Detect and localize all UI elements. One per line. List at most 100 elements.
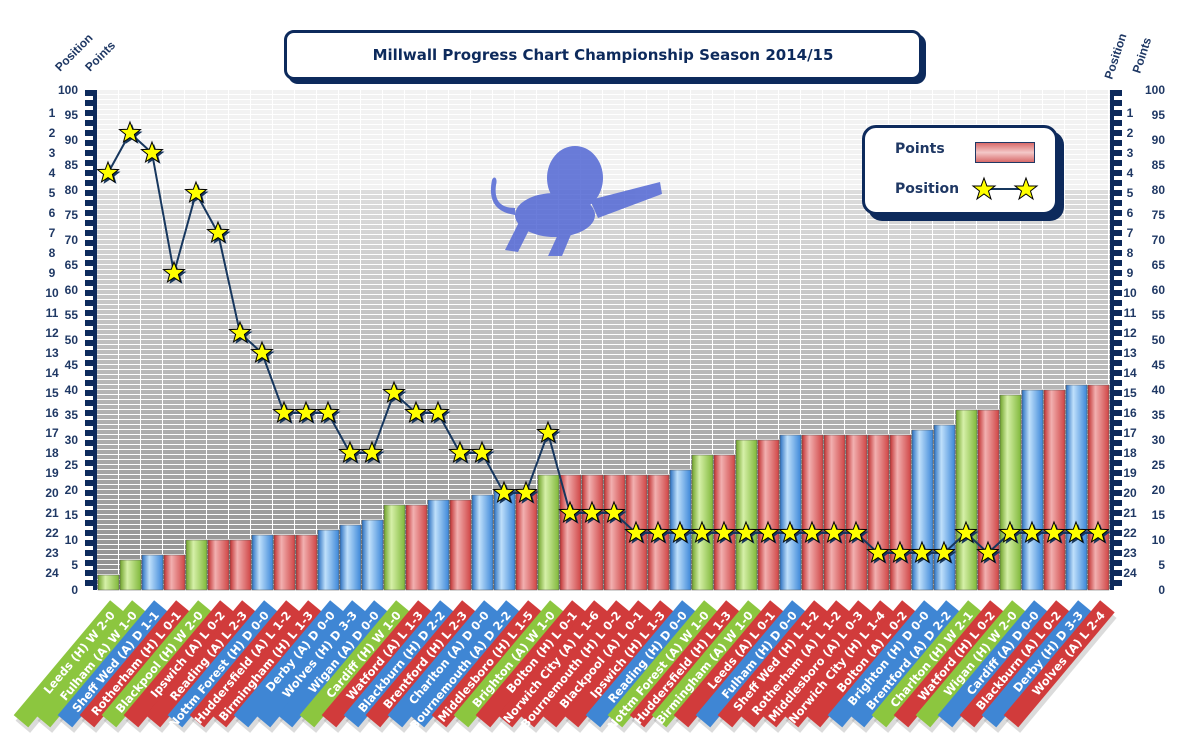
left-points-tick-label: 100 <box>58 83 78 97</box>
left-position-tick-label: 20 <box>45 486 59 500</box>
position-star-icon <box>558 500 582 524</box>
points-bar <box>339 524 362 591</box>
right-position-axis-title: Position <box>1102 32 1130 81</box>
match-tag-background <box>343 600 455 728</box>
chart-title-box: Millwall Progress Chart Championship Sea… <box>284 30 922 80</box>
left-position-tick-label: 3 <box>49 146 56 160</box>
right-position-tick-label: 22 <box>1123 526 1137 540</box>
position-star-icon <box>998 520 1022 544</box>
points-bar <box>185 539 208 591</box>
points-bar <box>779 434 802 591</box>
position-star-icon <box>360 440 384 464</box>
left-points-tick-label: 5 <box>71 558 78 572</box>
position-star-icon <box>976 540 1000 564</box>
left-points-tick-label: 55 <box>65 308 79 322</box>
left-points-tick-label: 20 <box>65 483 79 497</box>
right-axis-bar <box>1110 90 1122 590</box>
position-star-icon <box>668 520 692 544</box>
left-position-tick-label: 2 <box>49 126 56 140</box>
position-star-icon <box>250 340 274 364</box>
right-position-tick-label: 7 <box>1127 226 1134 240</box>
right-position-tick-label: 10 <box>1123 286 1137 300</box>
points-bar <box>273 534 296 591</box>
millwall-lion-logo <box>490 146 662 256</box>
position-star-icon <box>910 540 934 564</box>
points-bar <box>977 409 1000 591</box>
left-points-tick-label: 10 <box>65 533 79 547</box>
points-bar <box>229 539 252 591</box>
star-icon <box>971 176 997 201</box>
points-bar <box>999 394 1022 591</box>
match-tag-background <box>629 600 741 728</box>
position-star-icon <box>514 480 538 504</box>
points-bar <box>471 494 494 591</box>
left-points-tick-label: 30 <box>65 433 79 447</box>
points-bar <box>515 489 538 591</box>
points-bar <box>955 409 978 591</box>
match-tag-background <box>783 600 895 728</box>
left-position-tick-label: 10 <box>45 286 59 300</box>
points-bar <box>1043 389 1066 591</box>
points-bar <box>1087 384 1110 591</box>
right-position-tick-label: 6 <box>1127 206 1134 220</box>
match-tag-background <box>387 600 499 728</box>
position-star-icon <box>690 520 714 544</box>
left-position-tick-label: 7 <box>49 226 56 240</box>
left-points-tick-label: 75 <box>65 208 79 222</box>
points-bar <box>295 534 318 591</box>
position-star-icon <box>316 400 340 424</box>
right-points-tick-label: 85 <box>1152 158 1166 172</box>
points-bar <box>119 559 142 591</box>
match-tag-background <box>871 600 983 728</box>
position-star-icon <box>272 400 296 424</box>
left-position-tick-label: 24 <box>45 566 59 580</box>
position-star-icon <box>602 500 626 524</box>
right-position-tick-label: 5 <box>1127 186 1134 200</box>
points-bar <box>889 434 912 591</box>
match-tag-background <box>717 600 829 728</box>
position-star-icon <box>470 440 494 464</box>
position-star-icon <box>756 520 780 544</box>
right-position-tick-label: 20 <box>1123 486 1137 500</box>
legend-points-label: Points <box>895 141 945 157</box>
points-bar <box>405 504 428 591</box>
right-points-tick-label: 45 <box>1152 358 1166 372</box>
match-tag-background <box>299 600 411 728</box>
position-star-icon <box>404 400 428 424</box>
match-tag-background <box>827 600 939 728</box>
position-star-icon <box>96 160 120 184</box>
position-star-icon <box>624 520 648 544</box>
left-points-tick-label: 85 <box>65 158 79 172</box>
left-position-tick-label: 13 <box>45 346 59 360</box>
points-bar <box>537 474 560 591</box>
position-star-icon <box>118 120 142 144</box>
position-star-icon <box>338 440 362 464</box>
left-position-tick-label: 19 <box>45 466 59 480</box>
left-points-tick-label: 80 <box>65 183 79 197</box>
right-position-tick-label: 18 <box>1123 446 1137 460</box>
right-position-tick-label: 13 <box>1123 346 1137 360</box>
points-bar <box>757 439 780 591</box>
match-tag-background <box>277 600 389 728</box>
left-position-tick-label: 23 <box>45 546 59 560</box>
right-points-tick-label: 90 <box>1152 133 1166 147</box>
match-tag-background <box>189 600 301 728</box>
left-points-tick-label: 60 <box>65 283 79 297</box>
chart-title: Millwall Progress Chart Championship Sea… <box>372 46 834 64</box>
right-points-tick-label: 60 <box>1152 283 1166 297</box>
points-bar <box>1021 389 1044 591</box>
left-points-tick-label: 0 <box>71 583 78 597</box>
match-tag-background <box>805 600 917 728</box>
position-star-icon <box>536 420 560 444</box>
match-tag-background <box>761 600 873 728</box>
right-points-tick-label: 50 <box>1152 333 1166 347</box>
position-star-icon <box>426 400 450 424</box>
points-bar <box>207 539 230 591</box>
points-bar <box>97 574 120 591</box>
match-tag-background <box>519 600 631 728</box>
position-star-icon <box>866 540 890 564</box>
right-points-tick-label: 20 <box>1152 483 1166 497</box>
left-position-tick-label: 5 <box>49 186 56 200</box>
right-position-tick-label: 14 <box>1123 366 1137 380</box>
left-position-tick-label: 6 <box>49 206 56 220</box>
